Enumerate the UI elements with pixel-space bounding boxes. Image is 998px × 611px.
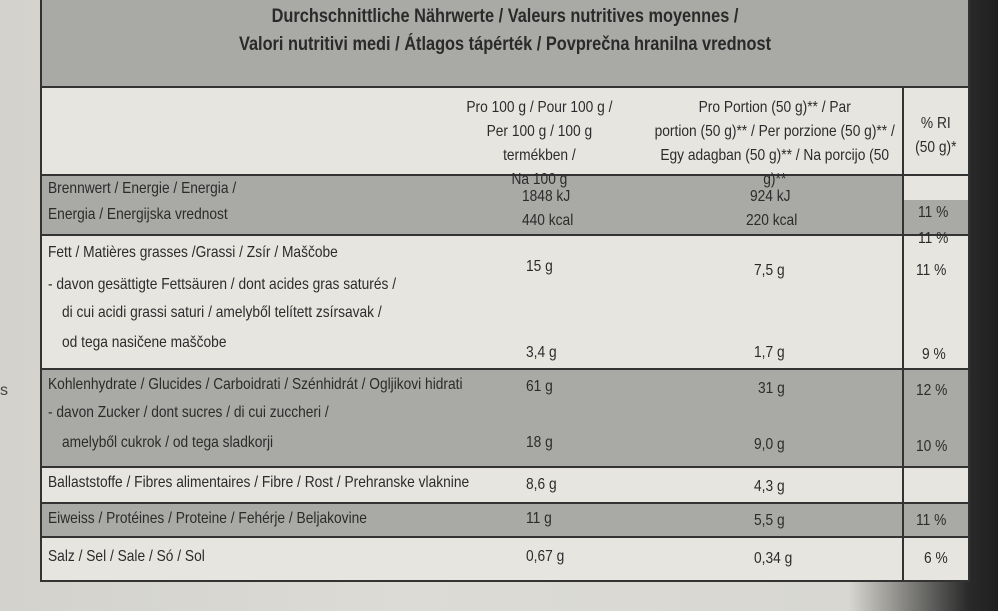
value-portion: 31 g [758,380,785,397]
col-header-line: % RI [920,115,951,132]
row-label: - davon Zucker / dont sucres / di cui zu… [48,404,329,421]
row-label: amelyből cukrok / od tega sladkorji [62,434,274,451]
rule [42,502,968,504]
table-header: Durchschnittliche Nährwerte / Valeurs nu… [42,0,968,88]
value-per100: 0,67 g [526,548,565,565]
rule [42,466,968,468]
col-header-line: portion (50 g)** / Per porzione (50 g)**… [654,123,895,140]
band-protein-ri [904,504,968,536]
value-ri: 10 % [916,438,948,455]
value-portion: 0,34 g [754,550,793,567]
band-energy-ri [904,200,968,234]
col-header-line: Pro Portion (50 g)** / Par [698,99,851,116]
value-portion: 7,5 g [754,262,785,279]
value-per100: 440 kcal [522,212,574,229]
value-ri: 11 % [918,230,949,247]
value-per100: 1848 kJ [522,188,571,205]
value-ri: 9 % [922,346,946,363]
value-per100: 61 g [526,378,553,395]
col-header-line: Pro 100 g / Pour 100 g / [466,99,613,116]
value-portion: 1,7 g [754,344,785,361]
value-ri: 11 % [916,262,947,279]
value-per100: 3,4 g [526,344,557,361]
band-energy [42,176,902,234]
row-label: Kohlenhydrate / Glucides / Carboidrati /… [48,376,463,393]
row-label: - davon gesättigte Fettsäuren / dont aci… [48,276,397,293]
rule [42,234,968,236]
band-carbs [42,370,902,466]
row-label: di cui acidi grassi saturi / amelyből te… [62,304,382,321]
row-label: Energia / Energijska vrednost [48,206,228,223]
header-line-2: Valori nutritivi medi / Átlagos tápérték… [238,34,772,55]
row-label: od tega nasičene maščobe [62,334,227,351]
row-label: Salz / Sel / Sale / Só / Sol [48,548,205,565]
nutrition-table: Durchschnittliche Nährwerte / Valeurs nu… [40,0,970,582]
col-header-line: (50 g)* [915,139,957,156]
row-label: Ballaststoffe / Fibres alimentaires / Fi… [48,474,470,491]
row-label: Brennwert / Energie / Energia / [48,180,237,197]
band-protein [42,504,902,536]
rule [42,174,968,176]
value-portion: 924 kJ [750,188,791,205]
row-label: Fett / Matières grasses /Grassi / Zsír /… [48,244,338,261]
col-header-portion: Pro Portion (50 g)** / Par portion (50 g… [650,96,899,192]
value-portion: 220 kcal [746,212,798,229]
value-per100: 15 g [526,258,553,275]
value-ri: 6 % [924,550,948,567]
value-portion: 4,3 g [754,478,785,495]
row-label: Eiweiss / Protéines / Proteine / Fehérje… [48,510,367,527]
band-carbs-ri [904,370,968,466]
value-ri: 11 % [918,204,949,221]
value-ri: 12 % [916,382,948,399]
col-header-line: Na 100 g [511,171,568,188]
side-fragment: s [0,382,8,399]
col-header-per100: Pro 100 g / Pour 100 g / Per 100 g / 100… [462,96,617,192]
col-header-line: Egy adagban (50 g)** / Na porcijo (50 g)… [660,147,890,188]
value-per100: 18 g [526,434,553,451]
header-line-1: Durchschnittliche Nährwerte / Valeurs nu… [271,6,739,27]
col-header-line: Per 100 g / 100 g termékben / [486,123,593,164]
rule [42,536,968,538]
value-portion: 5,5 g [754,512,785,529]
col-header-ri: % RI (50 g)* [910,112,962,160]
value-per100: 8,6 g [526,476,557,493]
value-per100: 11 g [526,510,552,527]
value-portion: 9,0 g [754,436,785,453]
rule [42,368,968,370]
divider [902,86,904,582]
value-ri: 11 % [916,512,947,529]
